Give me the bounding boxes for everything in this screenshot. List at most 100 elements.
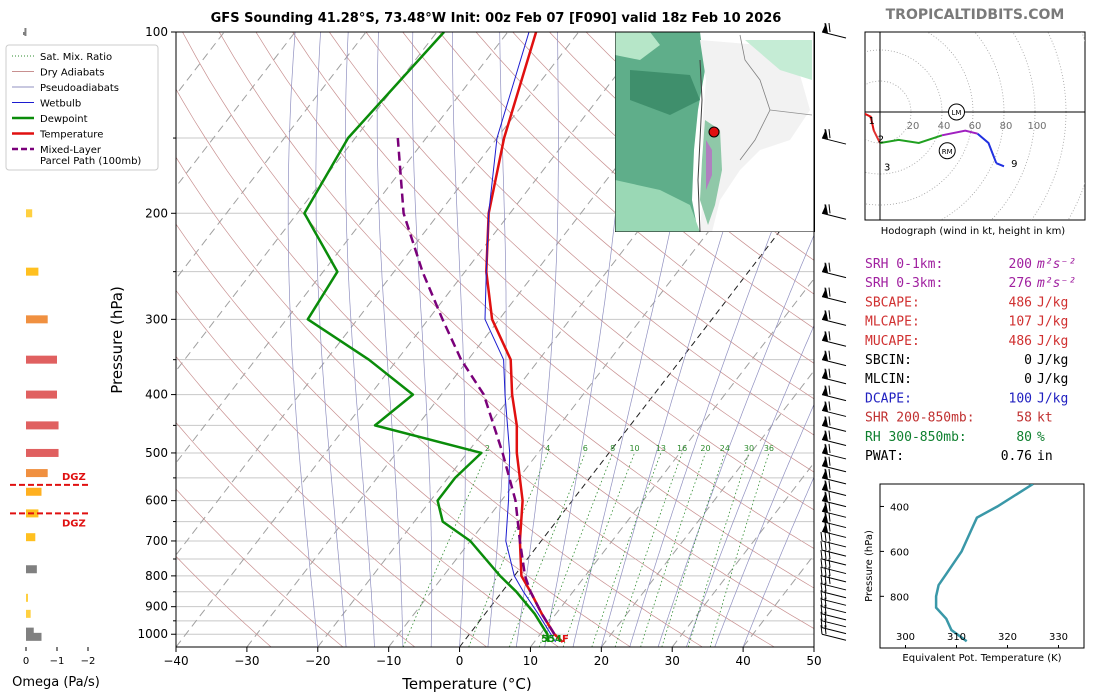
index-value: 486: [1009, 334, 1032, 349]
omega-bar: [26, 421, 59, 430]
theta-e-y-label: Pressure (hPa): [864, 530, 875, 602]
wind-barb: [821, 318, 847, 326]
wind-barb-feather: [828, 262, 831, 272]
hodograph-segment: [872, 130, 881, 144]
y-tick-label: 500: [145, 446, 168, 460]
index-unit: m²s⁻²: [1036, 257, 1076, 272]
wind-barb-flag: [822, 502, 828, 513]
wind-barb-flag: [822, 23, 828, 33]
wind-barb: [821, 339, 847, 347]
wind-barb: [821, 465, 847, 473]
wind-barb-flag: [822, 401, 828, 412]
omega-tick-label: −1: [50, 656, 65, 667]
series-dewpoint: [303, 32, 550, 643]
pseudoadiabat: [287, 32, 319, 647]
storm-motion-label: LM: [952, 109, 962, 117]
wind-barb-feather: [824, 204, 827, 214]
wind-barb-flag: [822, 456, 828, 467]
y-tick-label: 100: [145, 25, 168, 39]
theta-e-y-tick-label: 800: [890, 592, 909, 603]
wind-barb-feather: [828, 204, 831, 214]
pseudoadiabat: [714, 403, 814, 647]
hodograph: 2040608010012369LMRM: [841, 31, 1086, 221]
wind-barb-feather: [824, 590, 827, 600]
legend: Sat. Mix. Ratio Dry Adiabats Pseudoadiabat…: [5, 44, 159, 171]
y-axis-label: Pressure (hPa): [108, 286, 126, 394]
pseudoadiabat: [572, 32, 708, 647]
theta-e-x-tick-label: 300: [896, 632, 915, 643]
hodograph-ring-label: 100: [1027, 121, 1046, 132]
mixing-ratio-label: 30: [744, 444, 754, 453]
wind-barb-feather: [828, 22, 831, 33]
wind-barb-feather: [828, 416, 831, 426]
omega-bar: [26, 533, 36, 542]
dry-adiabat: [512, 32, 814, 295]
index-unit: J/kg: [1037, 295, 1068, 310]
wind-barb-feather: [820, 618, 823, 628]
mixing-ratio-label: 36: [764, 444, 774, 453]
dry-adiabat: [255, 32, 814, 549]
index-value: 0.76: [1001, 449, 1032, 464]
index-name: SHR 200-850mb:: [865, 411, 975, 426]
wind-barb-feather: [824, 468, 827, 478]
index-unit: J/kg: [1037, 334, 1068, 349]
hodograph-ring-label: 80: [1000, 121, 1013, 132]
wind-barb: [821, 530, 847, 538]
dry-adiabat: [439, 32, 814, 364]
wind-barb-flag: [822, 331, 828, 342]
pseudoadiabat: [742, 476, 814, 647]
wind-barb-flag: [822, 491, 828, 502]
chart-title: GFS Sounding 41.28°S, 73.48°W Init: 00z …: [211, 11, 782, 26]
index-name: SRH 0-3km:: [865, 276, 943, 291]
legend-label: Sat. Mix. Ratio: [40, 52, 112, 63]
wind-barb: [821, 137, 847, 145]
omega-bar: [26, 209, 33, 218]
y-tick-label: 200: [145, 206, 168, 220]
legend-label: Dewpoint: [40, 114, 88, 125]
index-unit: J/kg: [1037, 315, 1068, 330]
wind-barb: [821, 452, 847, 460]
hodograph-height-label: 3: [884, 162, 890, 173]
wind-barb-feather: [820, 597, 823, 607]
wind-barb-feather: [824, 512, 827, 522]
dry-adiabat: [329, 32, 814, 473]
mixing-ratio-label: 2: [485, 444, 490, 453]
wind-barb-flag: [822, 480, 828, 491]
wind-barb: [821, 633, 847, 641]
wind-barb: [821, 510, 847, 518]
omega-bar: [26, 390, 57, 399]
wind-barb-feather: [828, 287, 831, 297]
wind-barb: [821, 500, 847, 508]
legend-label: Parcel Path (100mb): [40, 156, 141, 167]
omega-bar: [26, 315, 48, 324]
indices-table: SRH 0-1km: 200 m²s⁻² SRH 0-3km: 276 m²s⁻² SBCA…: [865, 257, 1076, 464]
storm-motion-marker: [938, 142, 956, 160]
mixing-ratio-line: [591, 452, 662, 647]
skewt-background-lines: 2 4 6 8 10 13 16 20 24 30 36: [176, 32, 814, 647]
x-axis-label: Temperature (°C): [401, 675, 531, 693]
mixing-ratio-line: [640, 452, 706, 647]
legend-label: Pseudoadiabats: [40, 83, 119, 94]
wind-barb-flag: [822, 350, 828, 361]
wind-barb-feather: [828, 310, 831, 320]
wind-barb: [821, 424, 847, 432]
wind-barb: [821, 583, 847, 591]
wind-barb-feather: [824, 541, 827, 551]
wind-barb-feather: [824, 531, 827, 542]
hodograph-caption: Hodograph (wind in kt, height in km): [881, 226, 1066, 237]
dry-adiabat: [176, 555, 272, 647]
y-tick-label: 900: [145, 600, 168, 614]
theta-e-x-tick-label: 320: [998, 632, 1017, 643]
mixing-ratio-label: 6: [583, 444, 588, 453]
y-tick-label: 800: [145, 569, 168, 583]
skewt-series: 554F: [303, 32, 569, 645]
pseudoadiabat: [657, 234, 814, 647]
index-value: 200: [1009, 257, 1032, 272]
wind-barb-feather: [824, 480, 827, 490]
mixing-ratio-label: 24: [720, 444, 730, 453]
wind-barb-feather: [820, 590, 823, 600]
wind-barb-feather: [828, 558, 831, 568]
hodograph-segment: [841, 109, 861, 112]
theta-e-line: [934, 484, 1034, 643]
